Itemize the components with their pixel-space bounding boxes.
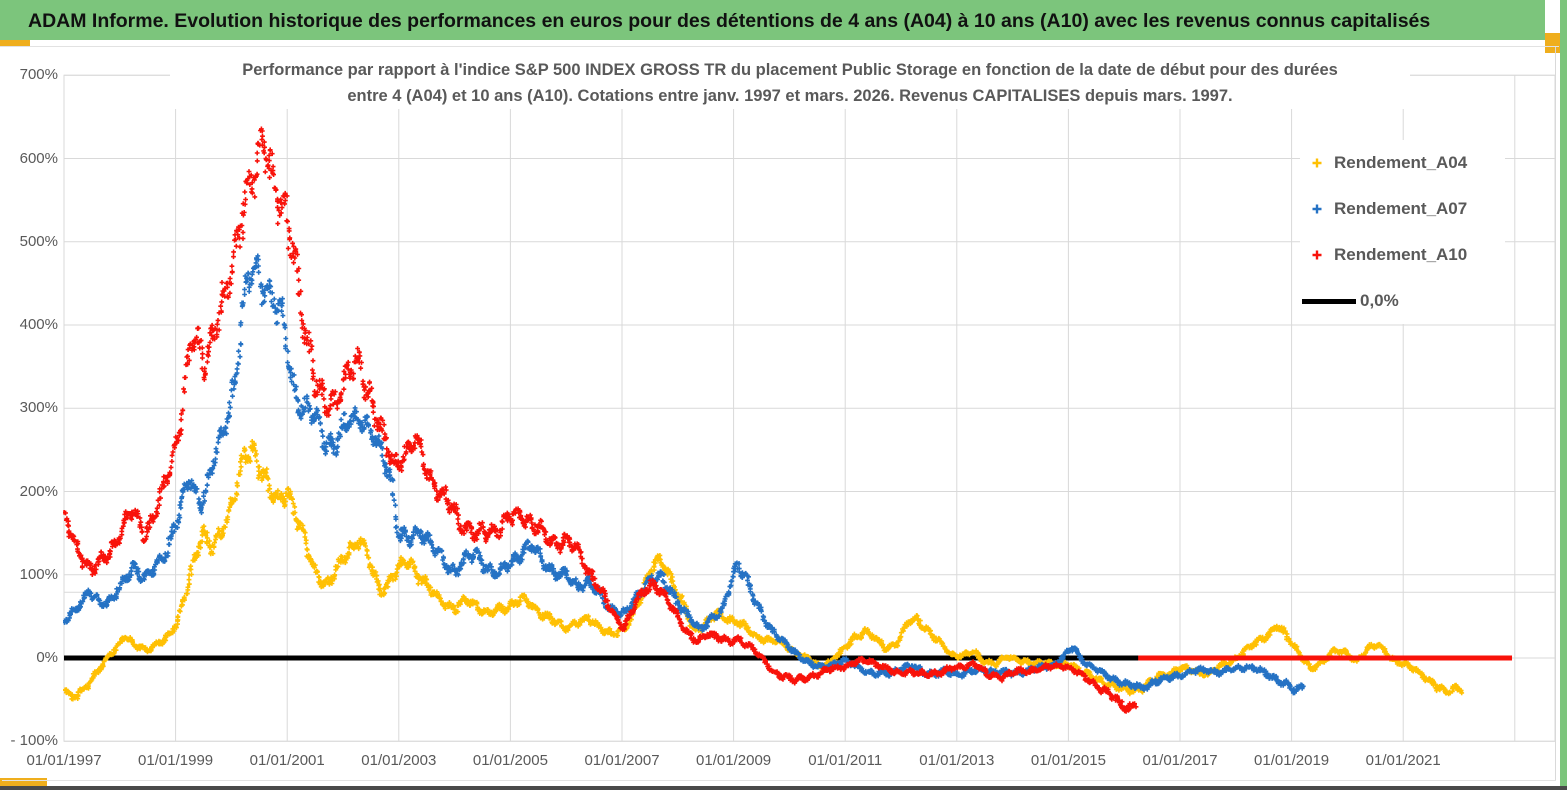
chart-border-right: [1555, 47, 1556, 780]
chart-border-top: [0, 46, 1559, 47]
y-tick-label: 100%: [19, 565, 58, 583]
x-tick-label: 01/01/2017: [1142, 752, 1218, 769]
legend-item-zero-line: 0,0%: [1300, 278, 1505, 324]
legend-label: Rendement_A07: [1334, 199, 1468, 218]
chart-title-line1: Performance par rapport à l'indice S&P 5…: [242, 61, 1338, 79]
plus-marker-icon: [1300, 249, 1334, 261]
x-tick-label: 01/01/2013: [919, 752, 995, 769]
zero-line-swatch: [1302, 298, 1356, 304]
y-tick-label: 200%: [19, 482, 58, 500]
y-tick-label: 0%: [36, 649, 58, 666]
y-tick-label: 500%: [19, 232, 58, 250]
x-tick-label: 01/01/2021: [1365, 752, 1441, 769]
x-tick-label: 01/01/2007: [584, 752, 660, 769]
chart-title-line2: entre 4 (A04) et 10 ans (A10). Cotations…: [347, 87, 1233, 105]
chart-title: Performance par rapport à l'indice S&P 5…: [170, 57, 1410, 109]
legend-item-rendement-a10: Rendement_A10: [1300, 232, 1505, 278]
y-tick-label: 600%: [19, 149, 58, 167]
frame-accent-top-left: [0, 40, 30, 47]
x-tick-label: 01/01/2011: [808, 752, 883, 769]
x-tick-label: 01/01/2001: [249, 752, 325, 769]
header-bar: [0, 0, 1545, 40]
legend-item-rendement-a07: Rendement_A07: [1300, 186, 1505, 232]
y-tick-label: 300%: [19, 399, 58, 417]
chart-legend: Rendement_A04 Rendement_A07 Rendement_A1…: [1300, 140, 1505, 324]
legend-label: Rendement_A10: [1334, 245, 1468, 264]
x-tick-label: 01/01/1997: [26, 752, 102, 769]
x-tick-label: 01/01/2005: [472, 752, 548, 769]
y-tick-label: 700%: [19, 66, 58, 84]
page-title: ADAM Informe. Evolution historique des p…: [28, 10, 1431, 32]
frame-edge-bottom: [0, 786, 1567, 790]
chart-border-bottom: [2, 780, 1556, 781]
y-tick-label: - 100%: [10, 732, 58, 750]
series-rendement_a10: [63, 126, 1139, 714]
frame-accent-bottom-left: [0, 778, 47, 786]
legend-item-rendement-a04: Rendement_A04: [1300, 140, 1505, 186]
y-tick-label: 400%: [19, 316, 58, 333]
x-tick-label: 01/01/2003: [361, 752, 437, 769]
plus-marker-icon: [1300, 157, 1334, 169]
x-tick-label: 01/01/1999: [138, 752, 214, 769]
frame-accent-top-right: [1545, 33, 1560, 53]
x-tick-label: 01/01/2009: [696, 752, 772, 769]
frame-edge-right: [1560, 0, 1567, 790]
plus-marker-icon: [1300, 203, 1334, 215]
legend-label: 0,0%: [1360, 291, 1399, 310]
x-tick-label: 01/01/2019: [1254, 752, 1330, 769]
legend-label: Rendement_A04: [1334, 153, 1468, 172]
x-tick-label: 01/01/2015: [1030, 752, 1106, 769]
